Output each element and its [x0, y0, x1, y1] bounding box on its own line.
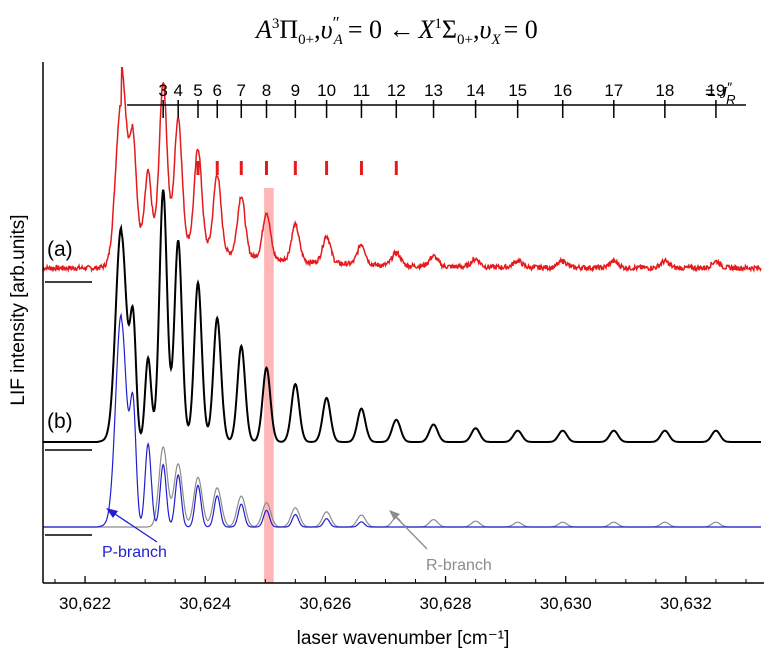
j-scale-label: = J″ R — [705, 79, 736, 107]
x-tick-label: 30,628 — [420, 594, 472, 613]
r-branch-arrow — [391, 512, 428, 550]
red-marker-ticks — [196, 161, 398, 175]
r-branch-label: R-branch — [426, 557, 492, 574]
j-tick-label: 10 — [317, 81, 336, 100]
x-ticks: 30,622 30,624 30,626 30,628 30,630 30,632 — [54, 576, 747, 613]
j-tick-label: 7 — [237, 81, 246, 100]
series-a — [42, 66, 762, 273]
svg-text:A3Π0+,υ″A= 0 ←X1Σ0+,υX= 0: A3Π0+,υ″ A = 0 ← X1Σ0+,υX = 0 — [254, 13, 538, 48]
x-tick-label: 30,632 — [660, 594, 712, 613]
baseline-markers — [45, 281, 92, 536]
series-r-branch — [43, 445, 761, 528]
series-layer — [42, 66, 762, 528]
j-tick-label: 13 — [424, 81, 443, 100]
x-tick-label: 30,624 — [179, 594, 231, 613]
j-tick-label: 8 — [262, 81, 271, 100]
j-tick-label: 14 — [466, 81, 485, 100]
y-axis-label: LIF intensity [arb.units] — [8, 214, 29, 405]
j-tick-label: 11 — [353, 81, 371, 100]
j-tick-label: 9 — [291, 81, 300, 100]
j-tick-label: 16 — [553, 81, 572, 100]
series-p-branch — [43, 312, 761, 528]
series-b — [43, 189, 761, 443]
j-scale: 3 4 5 6 7 8 9 10 11 12 13 14 15 16 17 18 19= J″ R — [127, 79, 746, 118]
x-tick-label: 30,630 — [540, 594, 592, 613]
j-tick-label: 12 — [387, 81, 406, 100]
j-tick-label: 4 — [173, 81, 182, 100]
p-branch-arrowhead — [106, 508, 118, 518]
chart-title: A3Π0+,υ″ A = 0 ← X1Σ0+,υX = 0 — [254, 13, 538, 48]
x-axis-label: laser wavenumber [cm⁻¹] — [297, 628, 510, 649]
j-tick-label: 18 — [655, 81, 674, 100]
j-tick-label: 19 — [706, 81, 725, 100]
p-branch-label: P-branch — [102, 544, 167, 561]
p-branch-arrow — [108, 509, 158, 543]
x-tick-label: 30,626 — [299, 594, 351, 613]
j-tick-label: 17 — [604, 81, 623, 100]
j-tick-label: 3 — [158, 81, 167, 100]
r-branch-arrowhead — [389, 510, 400, 520]
j-tick-label: 6 — [213, 81, 222, 100]
label-b: (b) — [47, 410, 73, 433]
x-tick-label: 30,622 — [59, 594, 111, 613]
j-tick-label: 15 — [508, 81, 527, 100]
j-tick-label: 5 — [193, 81, 202, 100]
label-a: (a) — [47, 238, 73, 261]
